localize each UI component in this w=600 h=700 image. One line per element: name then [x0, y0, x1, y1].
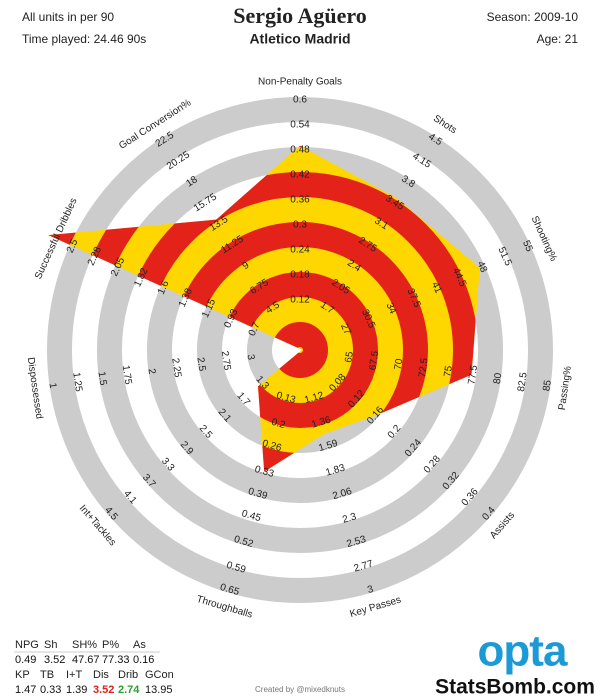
tick-label: 1.12	[303, 390, 325, 406]
table-value: 1.39	[66, 684, 87, 696]
tick-label: 27	[338, 322, 353, 337]
tick-label: 0.52	[233, 534, 255, 550]
tick-label: 0.54	[290, 120, 310, 131]
tick-label: 2.77	[353, 558, 375, 574]
table-value: 0.49	[15, 654, 36, 666]
tick-label: 0.13	[275, 390, 297, 406]
tick-label: 1.59	[317, 438, 339, 454]
tick-label: 0.18	[290, 270, 310, 281]
tick-label: 0.6	[293, 95, 307, 106]
tick-label: 1.75	[120, 365, 134, 386]
tick-label: 85	[541, 379, 554, 392]
axis-label: Throughballs	[195, 594, 254, 621]
tick-label: 41	[429, 280, 444, 295]
tick-label: 0.3	[293, 220, 307, 231]
credit: Created by @mixedknuts	[255, 685, 345, 694]
axis-label: Key Passes	[349, 595, 403, 620]
table-header: SH%	[72, 639, 97, 651]
tick-label: 9	[241, 260, 252, 272]
tick-label: 0.33	[253, 464, 275, 480]
tick-label: 1.6	[156, 279, 172, 297]
tick-label: 67.5	[368, 350, 382, 371]
ring	[47, 97, 553, 603]
table-header: GCon	[145, 669, 174, 681]
table-value: 13.95	[145, 684, 173, 696]
tick-label: 0.48	[290, 145, 310, 156]
tick-label: 34	[384, 301, 399, 316]
tick-label: 2.75	[219, 350, 233, 371]
tick-label: 2.3	[341, 511, 358, 526]
axis-label: Passing%	[557, 365, 574, 411]
table-header: NPG	[15, 639, 39, 651]
tick-label: 0.12	[290, 295, 310, 306]
chart-title: Sergio Agüero	[233, 3, 366, 28]
tick-label: 80	[492, 372, 505, 385]
table-header: As	[133, 639, 146, 651]
tick-label: 2.5	[194, 357, 207, 373]
tick-label: 1.83	[325, 462, 347, 478]
table-header: KP	[15, 669, 30, 681]
tick-label: 0.59	[225, 560, 247, 576]
tick-label: 48	[474, 260, 489, 275]
tick-label: 82.5	[516, 371, 530, 392]
table-value: 3.52	[93, 684, 114, 696]
tick-label: 0.2	[270, 417, 287, 432]
axis-label: Non-Penalty Goals	[258, 77, 342, 88]
tick-label: 0.36	[290, 195, 310, 206]
tick-label: 77.5	[467, 364, 481, 385]
note: All units in per 90	[22, 10, 114, 24]
table-value: 3.52	[44, 654, 65, 666]
tick-label: 65	[343, 350, 356, 363]
tick-label: 2.06	[331, 486, 353, 502]
table-header: Dis	[93, 669, 109, 681]
tick-label: 0.45	[240, 508, 262, 524]
tick-label: 2	[146, 368, 158, 376]
tick-label: 1.25	[70, 372, 84, 393]
table-value: 1.47	[15, 684, 36, 696]
tick-label: 72.5	[417, 357, 431, 378]
table-value: 47.67	[72, 654, 100, 666]
note: Season: 2009-10	[487, 10, 579, 24]
tick-label: 70	[393, 358, 406, 371]
tick-label: 0.65	[219, 582, 241, 598]
tick-label: 75	[442, 365, 455, 378]
table-value: 0.33	[40, 684, 61, 696]
tick-label: 3	[366, 584, 375, 596]
table-header: P%	[102, 639, 119, 651]
tick-label: 2.53	[345, 534, 367, 550]
tick-label: 0.24	[290, 245, 310, 256]
chart-subtitle: Atletico Madrid	[249, 31, 350, 47]
tick-label: 2.25	[169, 357, 183, 378]
tick-label: 0.42	[290, 170, 310, 181]
stripe	[272, 322, 328, 378]
table-value: 77.33	[102, 654, 130, 666]
site: StatsBomb.com	[435, 676, 595, 699]
table-value: 0.16	[133, 654, 154, 666]
logo: opta	[478, 627, 568, 676]
tick-label: 3	[245, 354, 257, 362]
tick-label: 55	[520, 239, 535, 254]
tick-label: 2.5	[65, 237, 81, 255]
tick-label: 0.39	[247, 486, 269, 502]
tick-label: 1	[47, 382, 59, 390]
tick-label: 0.26	[261, 438, 283, 454]
table-header: Sh	[44, 639, 57, 651]
tick-label: 1.36	[310, 414, 332, 430]
table-header: TB	[40, 669, 54, 681]
axis-label: Dispossessed	[25, 357, 45, 420]
table-header: I+T	[66, 669, 82, 681]
tick-label: 0.7	[247, 320, 263, 338]
table-value: 2.74	[118, 684, 140, 696]
note: Time played: 24.46 90s	[22, 32, 146, 46]
table-header: Drib	[118, 669, 138, 681]
tick-label: 1.5	[95, 371, 108, 387]
note: Age: 21	[537, 32, 579, 46]
